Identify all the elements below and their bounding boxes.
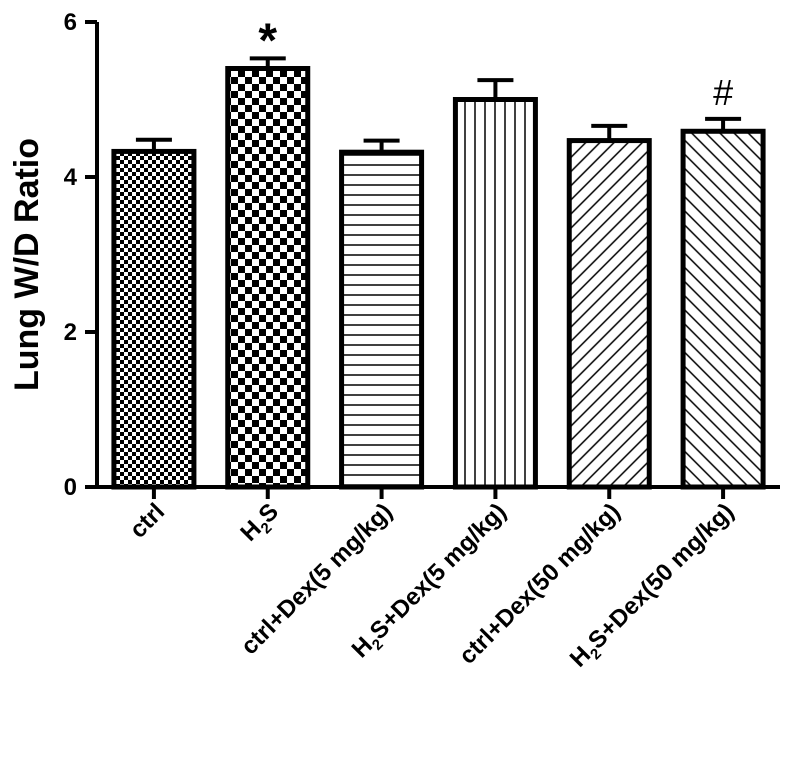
bar-0 xyxy=(111,148,197,490)
y-tick-label: 2 xyxy=(64,319,77,346)
annotations: *# xyxy=(258,14,733,112)
x-category-label-main: ctrl xyxy=(125,498,171,544)
bar-1 xyxy=(225,66,311,490)
bar-4 xyxy=(566,138,652,490)
bar-3 xyxy=(452,97,538,490)
y-axis: 0 2 4 6 xyxy=(64,9,99,501)
bars xyxy=(111,56,766,490)
significance-hash: # xyxy=(713,72,733,113)
y-axis-label: Lung W/D Ratio xyxy=(8,138,46,391)
x-category-label: ctrl xyxy=(125,498,171,544)
x-category-label: H2S xyxy=(235,498,286,549)
bar-5 xyxy=(680,128,766,490)
bar-2 xyxy=(339,149,425,490)
y-tick-label: 0 xyxy=(64,474,77,501)
y-tick-label: 6 xyxy=(64,9,77,36)
y-tick-label: 4 xyxy=(64,164,78,191)
significance-star: * xyxy=(258,14,277,67)
